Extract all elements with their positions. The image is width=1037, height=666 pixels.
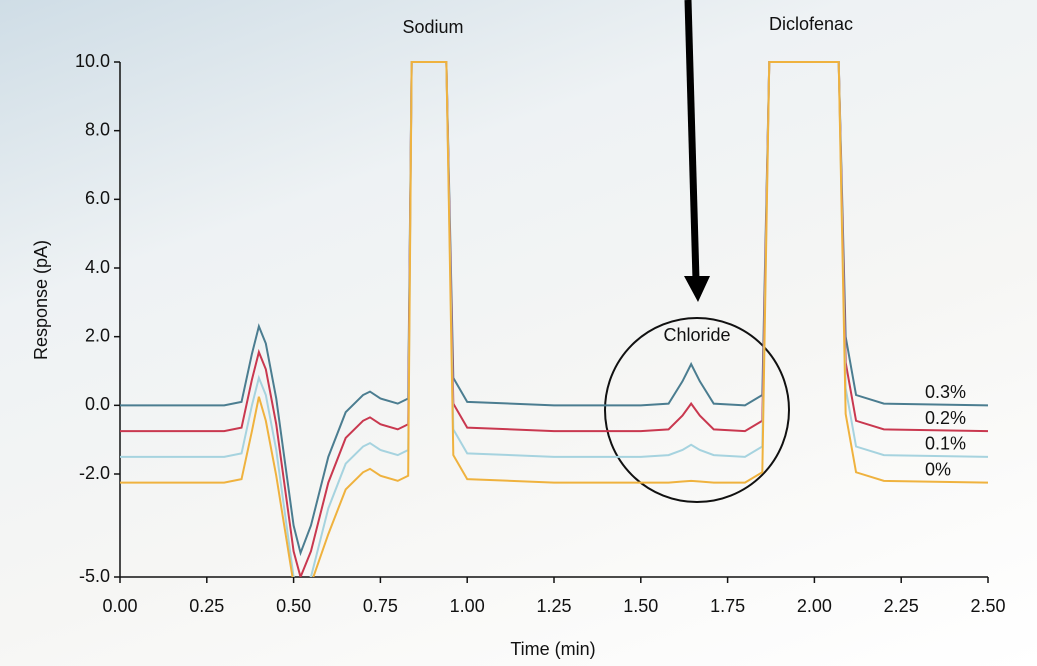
- series-line: [120, 62, 988, 584]
- y-tick-label: 10.0: [75, 51, 110, 71]
- y-tick-label: 4.0: [85, 257, 110, 277]
- y-tick-label: -2.0: [79, 463, 110, 483]
- x-tick-label: 1.50: [623, 596, 658, 616]
- highlight-circle: [605, 318, 789, 502]
- series-label: 0.1%: [925, 434, 966, 454]
- annotation: Diclofenac: [769, 14, 853, 34]
- annotation: Chloride: [663, 325, 730, 345]
- series-label: 0%: [925, 459, 951, 479]
- x-tick-label: 0.00: [102, 596, 137, 616]
- x-tick-label: 1.75: [710, 596, 745, 616]
- y-tick-label: 8.0: [85, 119, 110, 139]
- series-label: 0.2%: [925, 408, 966, 428]
- arrow-head: [684, 276, 710, 302]
- chart: Time (min) Response (pA) Sodium Diclofen…: [0, 0, 1037, 666]
- x-tick-label: 2.00: [797, 596, 832, 616]
- y-tick-label: -5.0: [79, 566, 110, 586]
- series-line: [120, 62, 988, 553]
- annotation: Sodium: [402, 17, 463, 37]
- series-line: [120, 62, 988, 577]
- series-line: [120, 62, 988, 594]
- x-tick-label: 2.25: [884, 596, 919, 616]
- plot-area: [120, 62, 988, 594]
- series-label: 0.3%: [925, 382, 966, 402]
- x-axis-label: Time (min): [510, 639, 595, 659]
- y-tick-label: 2.0: [85, 325, 110, 345]
- arrow-shaft: [688, 0, 696, 280]
- y-tick-label: 6.0: [85, 188, 110, 208]
- x-tick-label: 1.25: [536, 596, 571, 616]
- y-tick-label: 0.0: [85, 394, 110, 414]
- x-tick-label: 2.50: [970, 596, 1005, 616]
- x-tick-label: 0.25: [189, 596, 224, 616]
- x-tick-label: 0.50: [276, 596, 311, 616]
- y-axis-label: Response (pA): [31, 240, 51, 360]
- x-tick-label: 1.00: [450, 596, 485, 616]
- x-tick-label: 0.75: [363, 596, 398, 616]
